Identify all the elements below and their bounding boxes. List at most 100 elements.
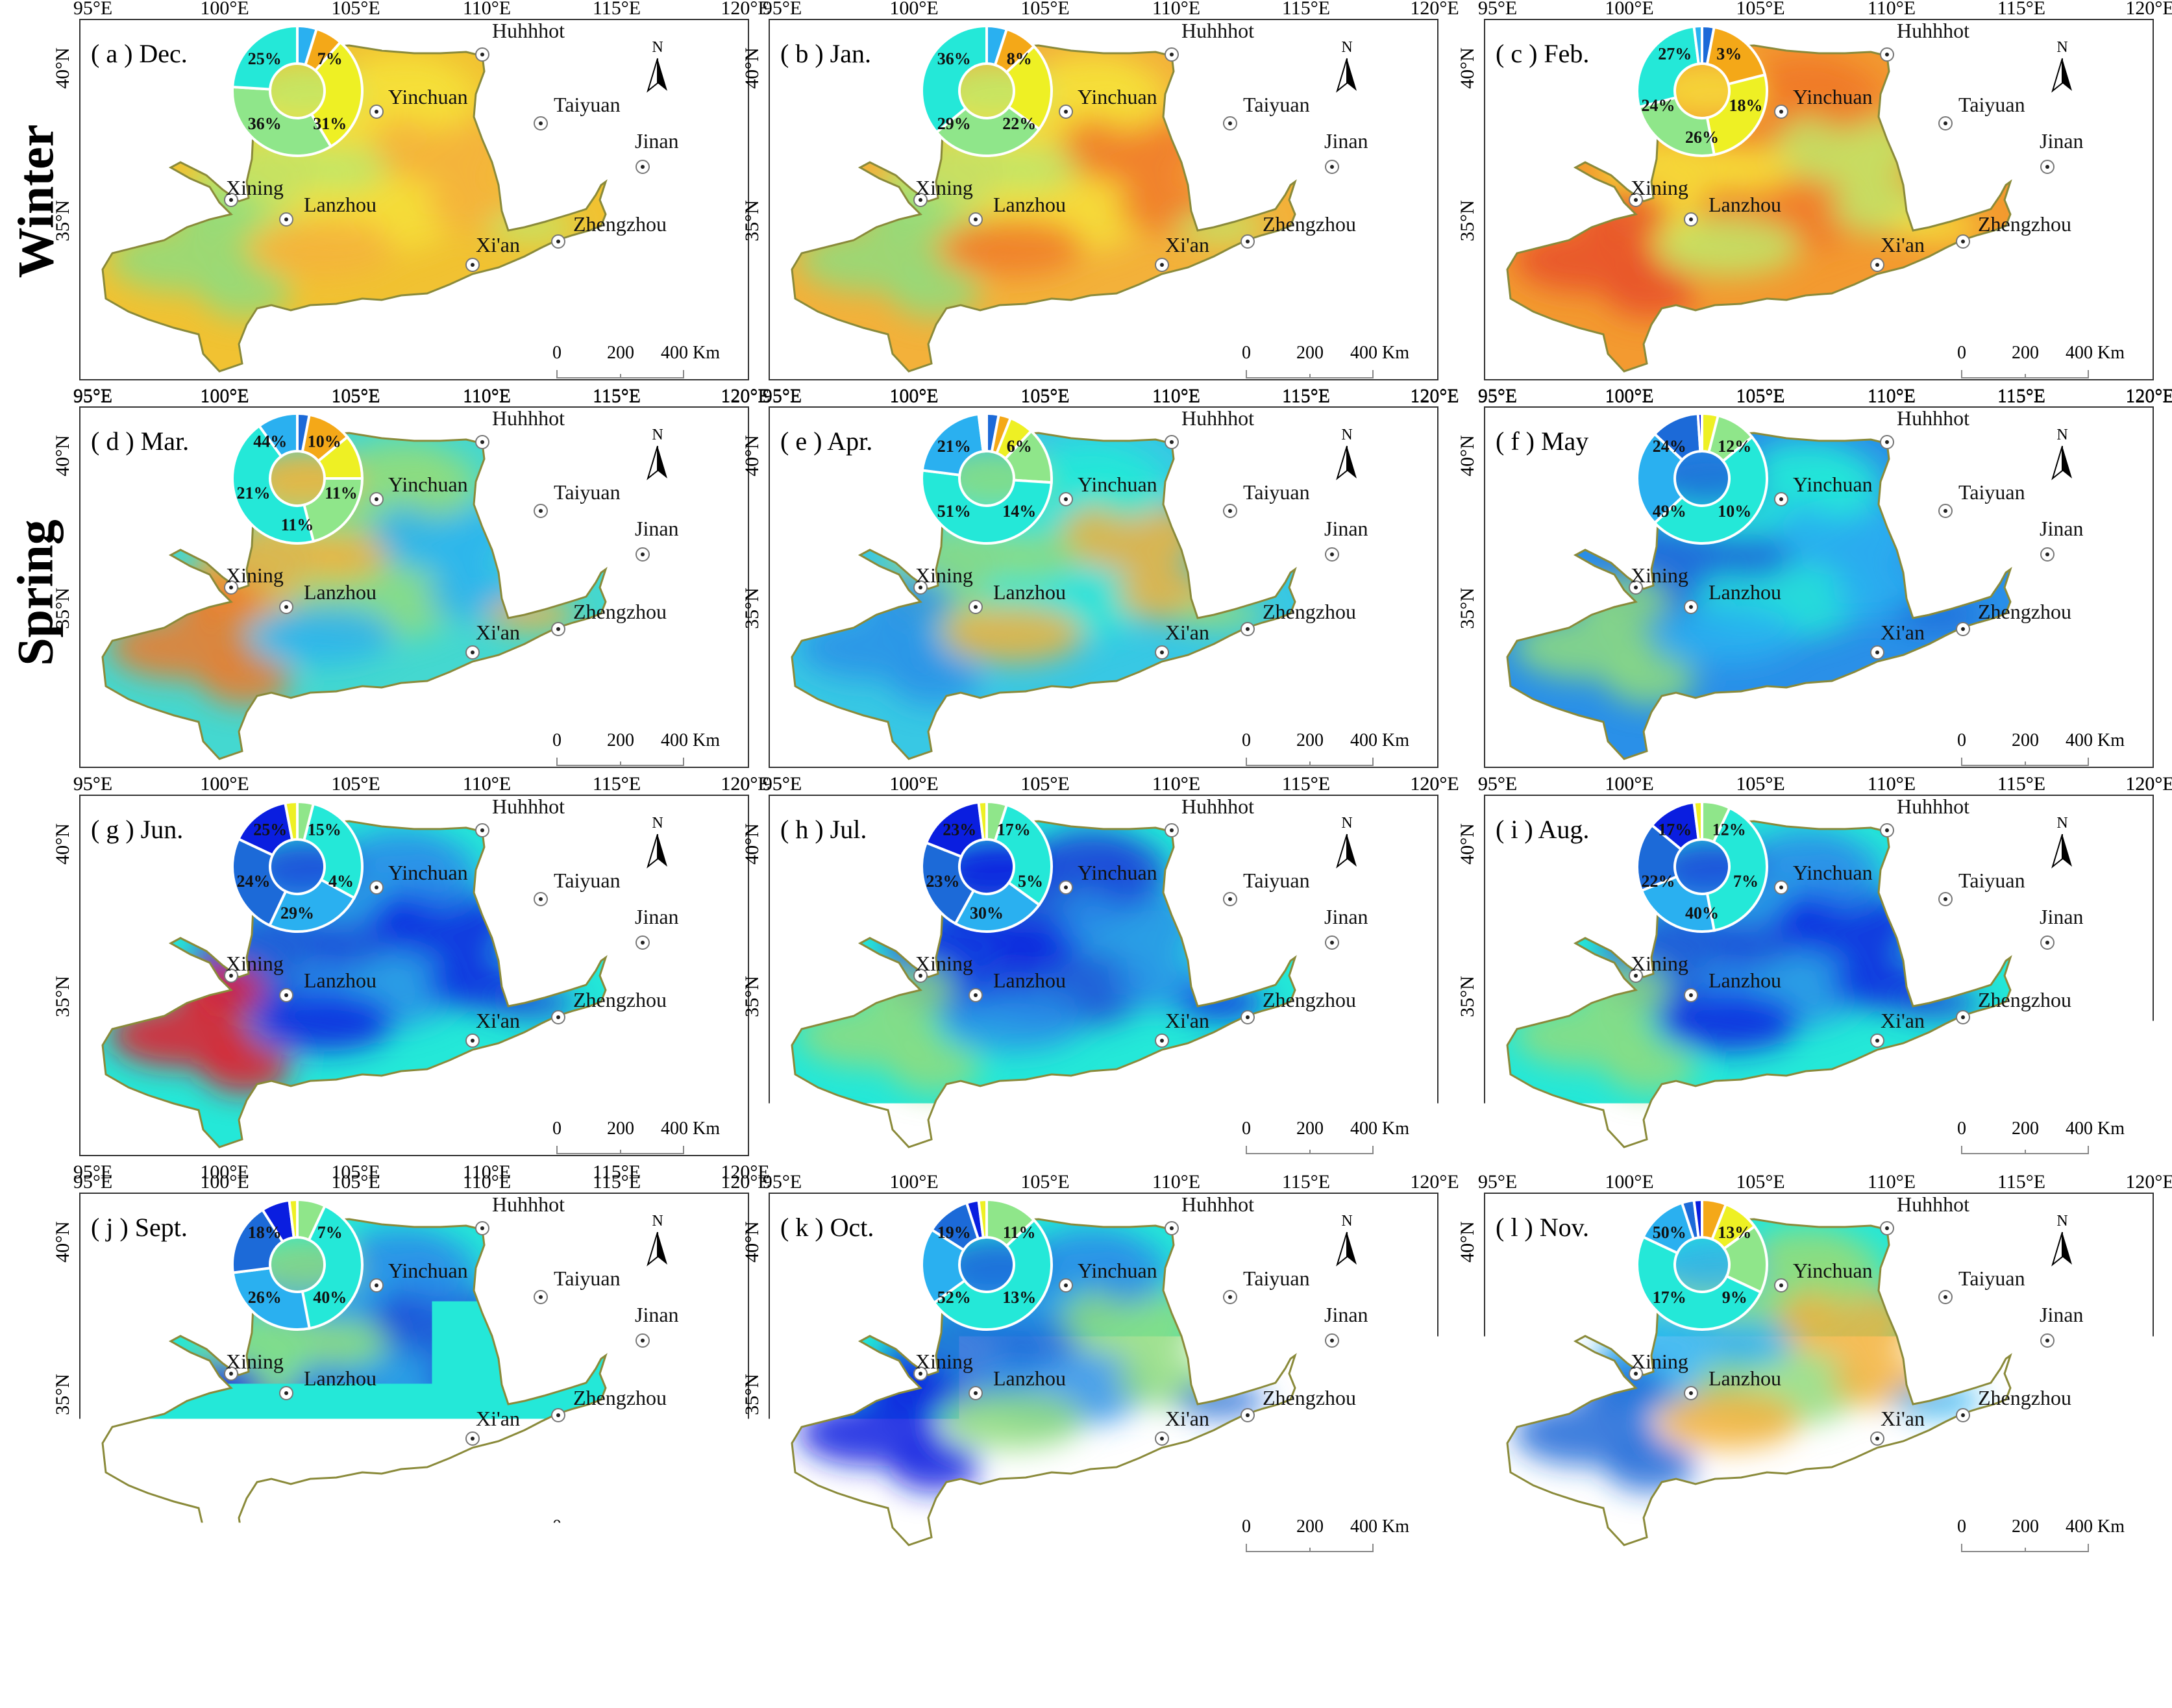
lon-tick-label: 100°E [889, 1171, 938, 1193]
scale-label: 0 [1242, 343, 1251, 363]
lon-tick-label: 105°E [1736, 0, 1784, 19]
donut-percent-label: 11% [1003, 1223, 1036, 1242]
map-panel: 95°E 100°E 105°E 110°E 115°E 120°E 40°N 35°N Huh… [1481, 1193, 2156, 1557]
city-marker [1685, 989, 1697, 1002]
city-marker [1165, 1222, 1178, 1235]
city-label: Yinchuan [388, 861, 468, 884]
city-marker [280, 600, 293, 613]
lon-tick-label: 95°E [763, 385, 802, 406]
lon-tick-label: 115°E [1282, 1171, 1330, 1193]
city-marker [370, 1279, 383, 1292]
city-label: Yinchuan [1078, 85, 1157, 108]
city-marker [1939, 117, 1952, 130]
city-label: Yinchuan [1793, 473, 1873, 496]
city-label: Lanzhou [1709, 193, 1781, 216]
scale-label: 0 [1957, 730, 1966, 750]
panel-label: ( l ) Nov. [1496, 1213, 1589, 1242]
raster-patch [1715, 534, 1793, 579]
city-marker [476, 1222, 489, 1235]
city-label: Taiyuan [1243, 1267, 1310, 1290]
donut-percent-label: 21% [937, 437, 971, 456]
lon-tick-label: 95°E [763, 1171, 802, 1193]
raster-patch [1715, 146, 1793, 192]
city-marker [1165, 48, 1178, 61]
donut-percent-label: 8% [1007, 49, 1032, 68]
scale-label: 200 [607, 1516, 634, 1537]
city-label: Yinchuan [1078, 473, 1157, 496]
raster-patch [252, 993, 395, 1052]
city-label: Xining [1631, 1350, 1688, 1373]
panel-label: ( d ) Mar. [91, 427, 189, 456]
city-label: Xi'an [1881, 1407, 1925, 1430]
colorbar-tick-label: 0.2 [689, 1665, 730, 1703]
scale-label: 400 Km [661, 730, 720, 750]
lat-tick-label: 35°N [741, 976, 763, 1017]
map-panel: 95°E 95°E 100°E 100°E 105°E 105°E 110°E 110°E 11… [77, 407, 752, 771]
lat-tick-label: 35°N [1457, 976, 1478, 1017]
donut-percent-label: 21% [236, 484, 270, 502]
scale-label: 400 Km [2066, 1119, 2125, 1139]
city-marker [1224, 893, 1237, 906]
north-label: N [652, 427, 663, 443]
raster-patch [1000, 146, 1078, 192]
city-label: Xining [915, 563, 973, 587]
raster-patch [310, 922, 388, 967]
lat-tick-label: 35°N [52, 200, 73, 241]
legend-boundary-label: Boundary of the YRB [1767, 1633, 2074, 1674]
map-panel: 95°E 95°E 100°E 100°E 105°E 105°E 110°E 110°E 11… [1481, 407, 2156, 771]
lon-tick-label: 100°E [1605, 773, 1653, 795]
city-marker [476, 48, 489, 61]
city-marker [969, 600, 982, 613]
city-marker [1939, 893, 1952, 906]
lon-tick-label: 120°E [1410, 0, 1459, 19]
panel-label: ( g ) Jun. [91, 815, 183, 844]
raster-patch [1715, 922, 1793, 967]
lon-tick-label: 95°E [763, 773, 802, 795]
lon-tick-label: 120°E [2125, 0, 2172, 19]
map-panel: 95°E 95°E 100°E 100°E 105°E 105°E 110°E 110°E 11… [766, 19, 1441, 383]
city-label: Yinchuan [388, 85, 468, 108]
donut-percent-label: 7% [317, 1223, 343, 1242]
city-marker [534, 504, 547, 517]
city-label: Taiyuan [1958, 93, 2025, 116]
city-marker [2041, 936, 2054, 949]
city-marker [1224, 117, 1237, 130]
city-marker [969, 1387, 982, 1400]
lon-tick-label: 110°E [1868, 1171, 1916, 1193]
lon-tick-label: 120°E [1410, 385, 1459, 406]
lon-tick-label: 120°E [2125, 773, 2172, 795]
donut-percent-label: 11% [325, 484, 358, 502]
city-label: Xining [1631, 952, 1688, 975]
city-label: Huhhhot [1897, 795, 1969, 818]
city-label: Huhhhot [1897, 406, 1969, 430]
lat-tick-label: 35°N [1457, 588, 1478, 629]
city-label: Jinan [2040, 517, 2084, 540]
city-label: Zhengzhou [1263, 1386, 1356, 1409]
city-marker [1224, 504, 1237, 517]
city-label: Xi'an [1165, 621, 1209, 644]
lat-tick-label: 35°N [52, 976, 73, 1017]
donut-percent-label: 31% [313, 114, 347, 133]
lon-tick-label: 95°E [73, 385, 112, 406]
donut-percent-label: 12% [1718, 437, 1751, 456]
donut-percent-label: 24% [1641, 96, 1675, 115]
city-marker [1155, 646, 1168, 659]
city-label: Xi'an [476, 1009, 520, 1032]
panel-label: ( i ) Aug. [1496, 815, 1589, 844]
donut-percent-label: 36% [248, 114, 282, 133]
lon-tick-label: 95°E [73, 773, 112, 795]
colorbar-swatch [952, 1619, 1072, 1653]
city-label: Jinan [1324, 129, 1368, 153]
scale-label: 200 [1296, 1119, 1324, 1139]
city-marker [1685, 1387, 1697, 1400]
city-marker [534, 117, 547, 130]
raster-patch [941, 605, 1084, 663]
scale-label: 200 [607, 343, 634, 363]
lat-tick-label: 35°N [741, 200, 763, 241]
lat-tick-label: 35°N [52, 588, 73, 629]
city-marker [2041, 548, 2054, 561]
raster-patch [252, 217, 395, 276]
donut-percent-label: 27% [1658, 45, 1692, 64]
colorbar-tick-label: −0.8 [195, 1665, 254, 1703]
map-panel: 95°E 100°E 105°E 110°E 115°E 120°E 40°N 35°N Huh… [77, 1193, 752, 1557]
